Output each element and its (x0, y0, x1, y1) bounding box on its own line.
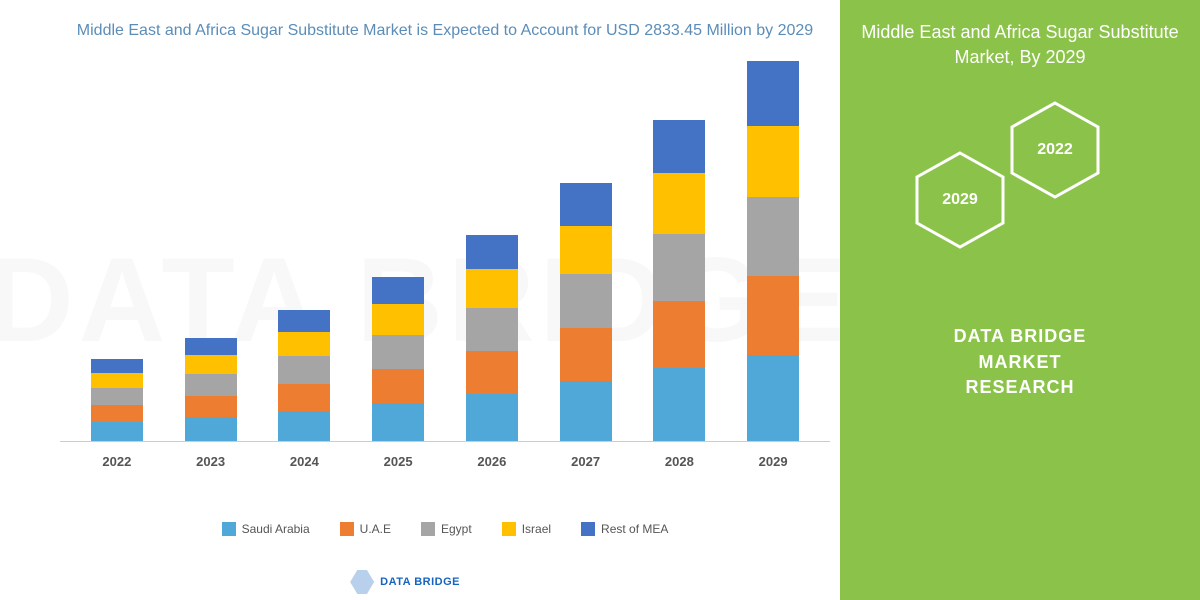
bar-x-label: 2023 (196, 454, 225, 469)
legend-swatch (421, 522, 435, 536)
chart-title: Middle East and Africa Sugar Substitute … (60, 20, 830, 42)
bar-segment (91, 388, 143, 405)
bar-segment (466, 269, 518, 308)
bar-segment (278, 356, 330, 384)
legend-label: Egypt (441, 522, 472, 536)
bar-group: 2026 (466, 235, 518, 442)
bar-segment (185, 338, 237, 355)
bar-segment (278, 384, 330, 412)
bar-segment (91, 405, 143, 422)
chart-container: 2022 2023 2024 2025 2026 2027 2028 2029 (60, 62, 830, 482)
legend-label: Rest of MEA (601, 522, 668, 536)
bar-segment (466, 394, 518, 441)
legend-item: Egypt (421, 522, 472, 536)
bar-segment (747, 276, 799, 355)
bar-group: 2028 (653, 120, 705, 441)
bar-segment (372, 277, 424, 305)
bar-segment (185, 355, 237, 374)
hex-label-2029: 2029 (942, 191, 978, 209)
bar-segment (185, 417, 237, 441)
bar-group: 2025 (372, 277, 424, 442)
chart-area: DATA BRIDGE Middle East and Africa Sugar… (0, 0, 840, 600)
legend-label: Saudi Arabia (242, 522, 310, 536)
hexagon-group: 2029 2022 (910, 100, 1130, 280)
bar-segment (278, 332, 330, 356)
bar-segment (747, 126, 799, 197)
legend-label: Israel (522, 522, 551, 536)
bar-segment (91, 422, 143, 441)
legend-item: U.A.E (340, 522, 391, 536)
bar-segment (372, 304, 424, 334)
bar-segment (560, 381, 612, 441)
bar-segment (560, 274, 612, 327)
hex-label-2022: 2022 (1037, 141, 1073, 159)
bar-x-label: 2028 (665, 454, 694, 469)
footer-logo: DATA BRIDGE (350, 570, 460, 594)
legend-swatch (581, 522, 595, 536)
brand-text: DATA BRIDGE MARKET RESEARCH (930, 324, 1110, 400)
bar-segment (747, 355, 799, 441)
bar-segment (466, 235, 518, 269)
bar-x-label: 2027 (571, 454, 600, 469)
bar-group: 2027 (560, 183, 612, 441)
bar-segment (560, 183, 612, 226)
chart-legend: Saudi Arabia U.A.E Egypt Israel Rest of MEA (60, 522, 830, 536)
chart-plot: 2022 2023 2024 2025 2026 2027 2028 2029 (60, 62, 830, 442)
hexagon-2022: 2022 (1005, 100, 1105, 200)
bar-segment (91, 359, 143, 373)
bar-segment (185, 374, 237, 396)
legend-swatch (502, 522, 516, 536)
bar-x-label: 2022 (102, 454, 131, 469)
bar-segment (560, 226, 612, 274)
legend-item: Saudi Arabia (222, 522, 310, 536)
bar-segment (653, 173, 705, 233)
bar-x-label: 2025 (384, 454, 413, 469)
bar-segment (747, 197, 799, 276)
bar-segment (372, 335, 424, 369)
bar-segment (560, 328, 612, 381)
bar-group: 2022 (91, 359, 143, 442)
bar-x-label: 2024 (290, 454, 319, 469)
bar-x-label: 2026 (477, 454, 506, 469)
bar-segment (653, 234, 705, 301)
right-panel: Middle East and Africa Sugar Substitute … (840, 0, 1200, 600)
bar-segment (91, 373, 143, 389)
bar-segment (653, 120, 705, 173)
legend-item: Rest of MEA (581, 522, 668, 536)
bar-segment (185, 396, 237, 418)
bar-group: 2024 (278, 310, 330, 441)
right-panel-title: Middle East and Africa Sugar Substitute … (860, 20, 1180, 70)
bar-segment (278, 411, 330, 441)
legend-swatch (222, 522, 236, 536)
legend-swatch (340, 522, 354, 536)
bar-group: 2023 (185, 338, 237, 441)
bar-segment (372, 403, 424, 441)
legend-label: U.A.E (360, 522, 391, 536)
bar-group: 2029 (747, 61, 799, 441)
bar-x-label: 2029 (759, 454, 788, 469)
bar-segment (466, 351, 518, 394)
legend-item: Israel (502, 522, 551, 536)
bar-segment (278, 310, 330, 332)
bar-segment (372, 369, 424, 403)
bar-segment (653, 301, 705, 368)
bar-segment (653, 368, 705, 441)
bar-segment (466, 308, 518, 351)
bar-segment (747, 61, 799, 126)
main-container: DATA BRIDGE Middle East and Africa Sugar… (0, 0, 1200, 600)
hexagon-2029: 2029 (910, 150, 1010, 250)
